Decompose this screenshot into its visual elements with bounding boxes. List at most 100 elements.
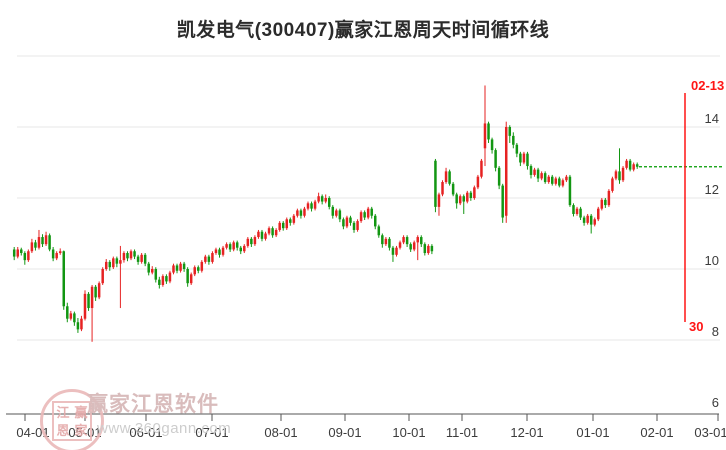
candle-body: [264, 233, 267, 239]
candle-body: [80, 318, 83, 330]
candle-body: [225, 244, 228, 248]
candle-body: [94, 286, 97, 298]
candle-body: [402, 237, 405, 243]
candle-body: [352, 222, 356, 230]
candle-body: [359, 212, 363, 222]
y-axis-label: 8: [712, 324, 719, 339]
candle-body: [218, 249, 221, 255]
candle-body: [175, 265, 179, 271]
candle-body: [55, 253, 58, 259]
candle-body: [377, 226, 381, 236]
candle-body: [490, 139, 494, 151]
candle-body: [345, 217, 349, 227]
candle-body: [561, 180, 565, 186]
x-axis-label: 03-01: [694, 425, 726, 440]
candle-body: [51, 249, 55, 259]
candle-body: [168, 272, 172, 282]
candle-body: [536, 169, 540, 179]
candle-body: [147, 263, 150, 273]
candle-body: [20, 249, 23, 254]
candle-body: [476, 176, 480, 188]
candle-body: [572, 205, 575, 214]
candle-body: [494, 150, 497, 168]
candle-body: [104, 261, 108, 269]
candle-body: [133, 251, 136, 257]
candle-body: [197, 267, 200, 271]
candle-body: [469, 192, 473, 198]
candle-body: [324, 198, 327, 202]
candle-body: [554, 178, 558, 184]
candle-body: [522, 153, 526, 163]
candle-body: [607, 190, 611, 206]
candle-body: [625, 160, 628, 168]
candle-body: [97, 283, 101, 298]
candle-body: [412, 242, 416, 250]
candle-body: [278, 222, 281, 230]
candle-body: [331, 206, 335, 216]
candle-body: [600, 199, 604, 209]
x-axis-label: 11-01: [446, 425, 478, 440]
page-title: 凯发电气(300407)赢家江恩周天时间循环线: [176, 20, 550, 41]
candle-body: [441, 182, 444, 195]
candle-body: [335, 210, 338, 216]
candle-body: [519, 153, 522, 163]
candle-body: [434, 160, 437, 207]
y-axis-label: 14: [705, 111, 719, 126]
candle-body: [589, 215, 593, 225]
candle-body: [611, 178, 614, 191]
candle-body: [395, 247, 398, 255]
candle-body: [614, 171, 618, 179]
candle-body: [374, 215, 377, 227]
candle-body: [122, 253, 126, 261]
candle-body: [306, 203, 310, 209]
x-axis-label: 07-01: [195, 425, 228, 440]
candle-body: [455, 194, 458, 204]
candle-body: [296, 210, 299, 216]
candle-body: [381, 235, 384, 245]
candle-body: [69, 313, 73, 319]
candle-body: [143, 254, 147, 264]
candle-body: [186, 269, 189, 284]
candle-body: [508, 127, 512, 136]
candle-body: [423, 244, 427, 254]
candle-body: [158, 279, 161, 285]
candle-body: [533, 169, 536, 175]
candle-body: [515, 144, 519, 154]
candle-body: [458, 196, 462, 204]
y-axis-label: 6: [712, 395, 719, 410]
candle-body: [90, 286, 94, 309]
candle-body: [151, 269, 154, 273]
candle-body: [260, 231, 264, 239]
candle-body: [250, 238, 253, 245]
candle-body: [189, 274, 193, 284]
candle-body: [466, 192, 469, 202]
candle-body: [342, 219, 345, 227]
x-axis-label: 01-01: [576, 425, 609, 440]
candle-body: [430, 245, 434, 252]
candle-body: [473, 187, 476, 198]
candle-body: [501, 185, 504, 218]
candle-body: [550, 176, 554, 184]
candle-body: [165, 276, 168, 282]
x-axis-label: 10-01: [392, 425, 425, 440]
candle-body: [547, 176, 550, 183]
candle-body: [310, 203, 313, 209]
candle-body: [172, 265, 175, 273]
y-axis-label: 12: [705, 182, 719, 197]
candle-body: [83, 293, 87, 319]
candle-body: [448, 171, 451, 184]
candle-body: [108, 261, 112, 268]
candle-body: [586, 215, 589, 223]
candle-body: [565, 176, 568, 181]
candle-body: [140, 254, 143, 262]
candle-body: [320, 196, 324, 202]
candle-body: [37, 237, 41, 248]
candle-body: [317, 196, 320, 202]
candle-body: [274, 229, 278, 236]
candle-body: [214, 249, 218, 254]
candle-body: [16, 249, 19, 257]
candle-body: [62, 251, 66, 307]
candle-body: [628, 160, 632, 170]
candle-body: [101, 269, 104, 284]
